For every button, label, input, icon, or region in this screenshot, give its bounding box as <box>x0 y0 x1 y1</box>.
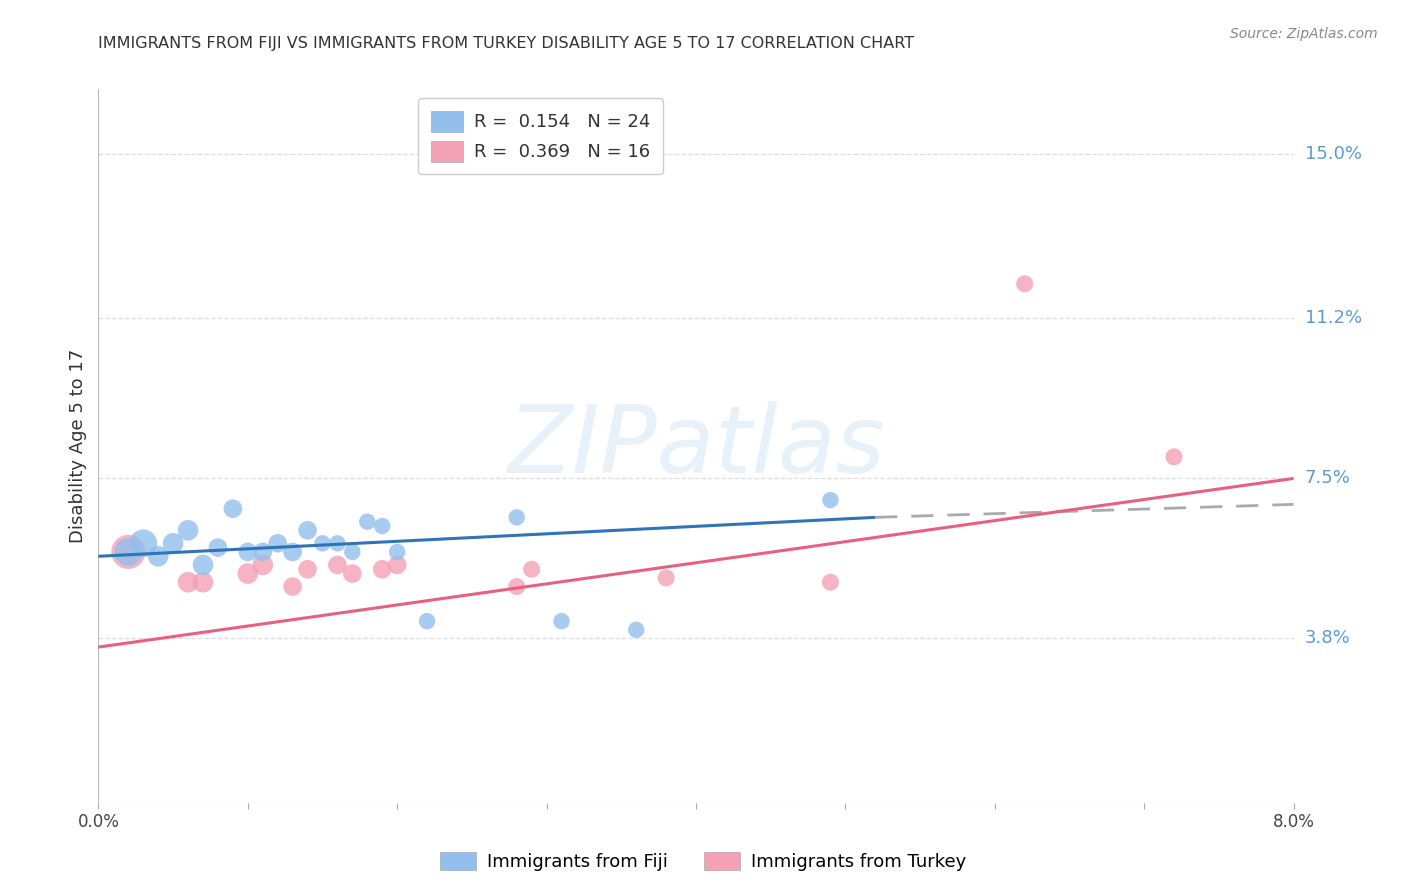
Point <box>326 536 349 550</box>
Point <box>1014 277 1036 291</box>
Point <box>1163 450 1185 464</box>
Point <box>655 571 678 585</box>
Point <box>416 614 439 628</box>
Point <box>356 515 378 529</box>
Point <box>236 545 259 559</box>
Point <box>148 549 170 564</box>
Point <box>207 541 229 555</box>
Point <box>297 562 319 576</box>
Point <box>550 614 572 628</box>
Point <box>177 575 200 590</box>
Point <box>267 536 290 550</box>
Point <box>236 566 259 581</box>
Text: Source: ZipAtlas.com: Source: ZipAtlas.com <box>1230 27 1378 41</box>
Legend: R =  0.154   N = 24, R =  0.369   N = 16: R = 0.154 N = 24, R = 0.369 N = 16 <box>418 98 664 174</box>
Text: 7.5%: 7.5% <box>1305 469 1351 487</box>
Text: ZIPatlas: ZIPatlas <box>508 401 884 491</box>
Point <box>342 566 364 581</box>
Point <box>162 536 184 550</box>
Point <box>385 545 409 559</box>
Point <box>520 562 543 576</box>
Point <box>252 545 274 559</box>
Point <box>371 519 394 533</box>
Point <box>177 524 200 538</box>
Text: 11.2%: 11.2% <box>1305 310 1362 327</box>
Text: 15.0%: 15.0% <box>1305 145 1361 163</box>
Point <box>342 545 364 559</box>
Point <box>311 536 333 550</box>
Y-axis label: Disability Age 5 to 17: Disability Age 5 to 17 <box>69 349 87 543</box>
Legend: Immigrants from Fiji, Immigrants from Turkey: Immigrants from Fiji, Immigrants from Tu… <box>433 845 973 879</box>
Point <box>297 524 319 538</box>
Point <box>506 510 529 524</box>
Point <box>820 493 842 508</box>
Point <box>132 536 155 550</box>
Point <box>222 501 245 516</box>
Point <box>820 575 842 590</box>
Point <box>191 558 214 572</box>
Point <box>371 562 394 576</box>
Point <box>385 558 409 572</box>
Point <box>326 558 349 572</box>
Text: 3.8%: 3.8% <box>1305 630 1350 648</box>
Point <box>252 558 274 572</box>
Point <box>191 575 214 590</box>
Point <box>506 580 529 594</box>
Point <box>117 545 139 559</box>
Point <box>281 545 304 559</box>
Text: IMMIGRANTS FROM FIJI VS IMMIGRANTS FROM TURKEY DISABILITY AGE 5 TO 17 CORRELATIO: IMMIGRANTS FROM FIJI VS IMMIGRANTS FROM … <box>98 36 914 51</box>
Point <box>117 545 139 559</box>
Point <box>624 623 647 637</box>
Point <box>281 580 304 594</box>
